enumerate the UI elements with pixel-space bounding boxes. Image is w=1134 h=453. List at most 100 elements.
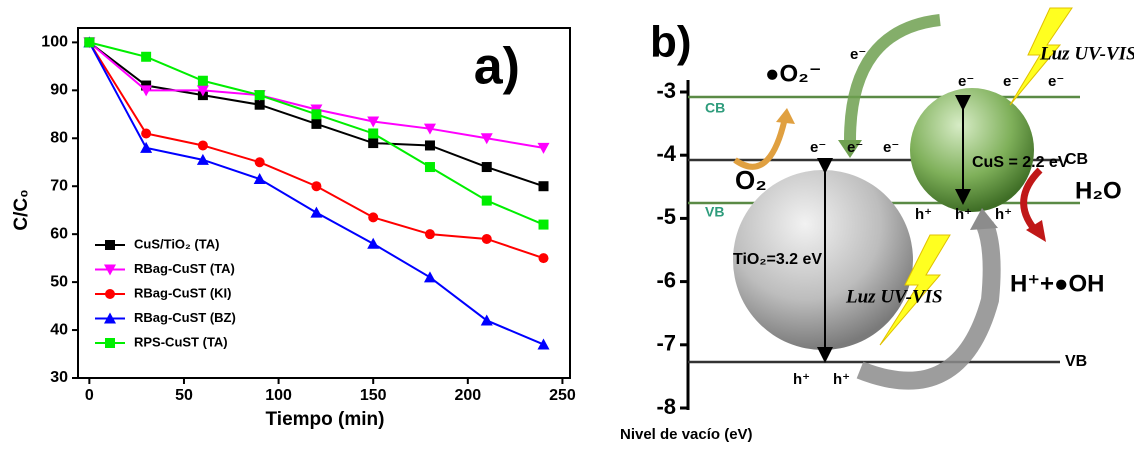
point	[367, 116, 380, 128]
y-tick-label: 70	[50, 177, 68, 194]
x-tick-label: 100	[265, 387, 292, 404]
point	[311, 118, 322, 129]
point	[84, 37, 95, 48]
point	[424, 162, 435, 173]
point	[480, 314, 493, 326]
axis-tick-label: -4	[656, 141, 676, 166]
panel-label: a)	[474, 38, 520, 96]
point	[481, 162, 492, 173]
axis-tick-label: -5	[656, 204, 676, 229]
x-axis-label: Tiempo (min)	[266, 409, 385, 430]
hole: h⁺	[833, 371, 850, 388]
point	[254, 90, 265, 101]
water-arrow	[1020, 167, 1043, 233]
arrow-head	[838, 140, 862, 158]
electron: e⁻	[1003, 73, 1019, 90]
gap-label: CuS = 2.2 eV	[972, 154, 1069, 171]
level-label: CB	[1065, 151, 1088, 168]
point	[141, 128, 152, 139]
legend-marker	[105, 240, 115, 250]
light-label: Luz UV-VIS	[845, 286, 943, 307]
hole: h⁺	[793, 371, 810, 388]
y-axis-label: C/C₀	[11, 189, 32, 230]
y-tick-label: 30	[50, 369, 68, 386]
hole: h⁺	[995, 206, 1012, 223]
panel-a: a) Tiempo (min) C/C₀ 0 50 100 150 200 250 30 40…	[11, 27, 576, 430]
axis-tick-label: -7	[656, 331, 676, 356]
point	[538, 219, 549, 230]
y-tick-label: 90	[50, 82, 68, 99]
level-label: VB	[705, 204, 724, 220]
point	[367, 237, 380, 249]
point	[140, 85, 153, 97]
point	[311, 109, 322, 120]
axis-label: Nivel de vacío (eV)	[620, 426, 753, 443]
arrow-head	[1026, 220, 1046, 242]
legend-marker	[105, 289, 115, 299]
point	[423, 123, 436, 135]
point	[537, 142, 550, 154]
point	[424, 229, 435, 240]
cus-particle	[910, 88, 1034, 212]
species: H⁺+●OH	[1010, 270, 1105, 297]
arrow-head	[970, 208, 998, 230]
legend-label: RBag-CuST (TA)	[134, 261, 235, 276]
electron: e⁻	[958, 73, 974, 90]
electron: e⁻	[810, 139, 826, 156]
point	[253, 173, 266, 185]
point	[368, 128, 379, 139]
point	[140, 141, 153, 153]
point	[368, 138, 379, 149]
species: H₂O	[1075, 177, 1122, 204]
point	[254, 99, 265, 110]
point	[481, 233, 492, 244]
level-label: CB	[705, 100, 725, 116]
y-tick-label: 40	[50, 321, 68, 338]
legend-marker	[105, 338, 115, 348]
legend-marker	[104, 264, 116, 276]
point	[311, 181, 322, 192]
x-tick-label: 150	[360, 387, 387, 404]
point	[196, 153, 209, 165]
panel-b: b) Nivel de vacío (eV) CB VB CB VB CuS =…	[620, 7, 1134, 443]
legend-label: RPS-CuST (TA)	[134, 334, 228, 349]
x-tick-label: 0	[85, 387, 94, 404]
species: ●O₂⁻	[765, 60, 822, 87]
hole-transfer-arrow	[856, 221, 1001, 390]
electron: e⁻	[1048, 73, 1064, 90]
axis-tick-label: -3	[656, 78, 676, 103]
electron: e⁻	[847, 139, 863, 156]
point	[197, 140, 208, 151]
point	[141, 51, 152, 62]
point	[424, 140, 435, 151]
x-tick-label: 200	[454, 387, 481, 404]
level-label: VB	[1065, 353, 1087, 370]
point	[480, 133, 493, 145]
y-tick-label: 100	[41, 34, 68, 51]
arrow-head	[776, 108, 795, 124]
hole: h⁺	[915, 206, 932, 223]
legend-label: RBag-CuST (KI)	[134, 285, 232, 300]
oxygen-arrow	[733, 117, 788, 170]
legend-marker	[104, 312, 116, 324]
point	[538, 181, 549, 192]
axis-tick-label: -6	[656, 267, 676, 292]
point	[310, 206, 323, 218]
axis-tick-label: -8	[656, 394, 676, 419]
point	[197, 75, 208, 86]
point	[368, 212, 379, 223]
y-tick-label: 50	[50, 273, 68, 290]
point	[254, 157, 265, 168]
point	[196, 85, 209, 97]
gap-label: TiO₂=3.2 eV	[733, 251, 822, 268]
x-tick-label: 250	[549, 387, 576, 404]
point	[481, 195, 492, 206]
point	[537, 338, 550, 350]
electron-transfer-arrow	[844, 14, 941, 141]
light-bolt	[1009, 7, 1073, 106]
electron: e⁻	[850, 46, 866, 63]
x-tick-label: 50	[175, 387, 193, 404]
hole: h⁺	[955, 206, 972, 223]
legend-label: RBag-CuST (BZ)	[134, 310, 236, 325]
